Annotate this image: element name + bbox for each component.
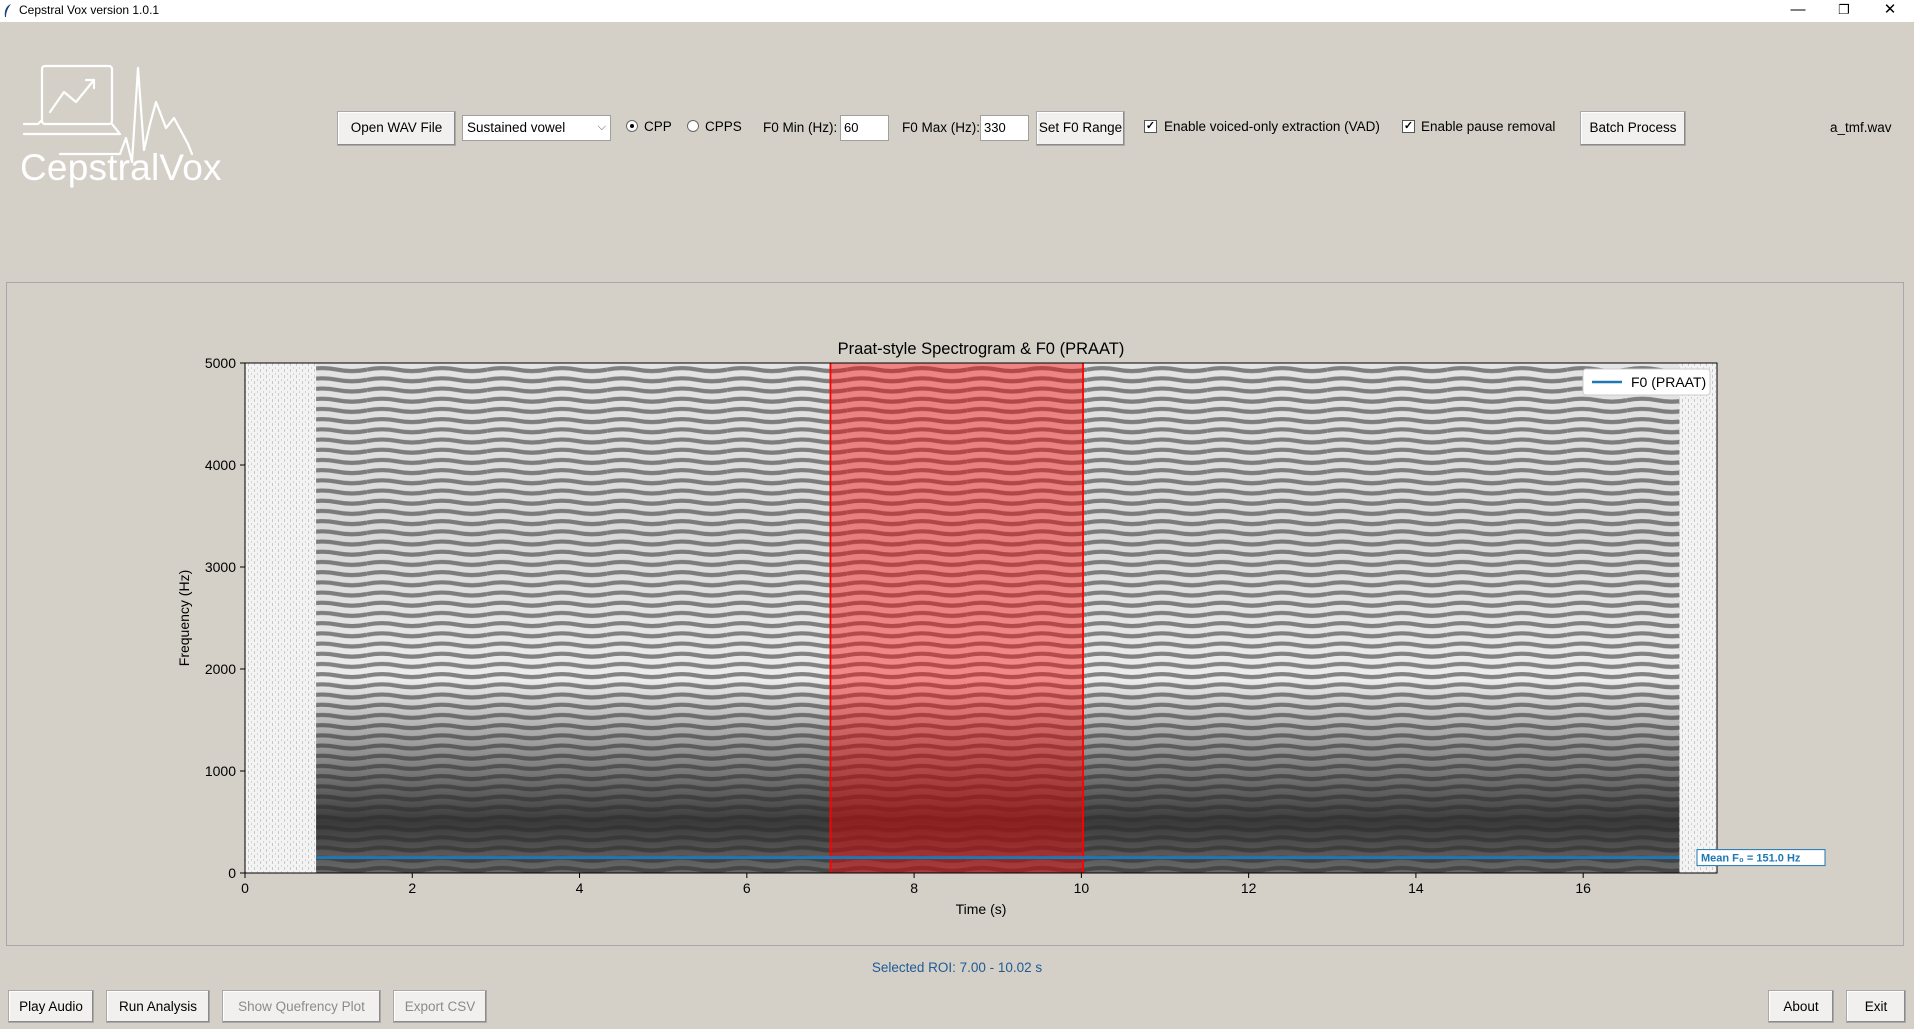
cpp-radio[interactable] — [626, 120, 638, 132]
task-select[interactable]: Sustained vowel ⌵ — [462, 115, 611, 141]
play-audio-button[interactable]: Play Audio — [8, 990, 94, 1023]
close-button[interactable]: ✕ — [1883, 1, 1897, 18]
x-tick-label: 14 — [1408, 880, 1424, 896]
task-select-value: Sustained vowel — [467, 120, 566, 135]
mean-f0-annotation: Mean F₀ = 151.0 Hz — [1701, 853, 1801, 865]
cpps-label: CPPS — [705, 119, 742, 134]
x-tick-label: 10 — [1074, 880, 1090, 896]
batch-process-button[interactable]: Batch Process — [1580, 111, 1686, 146]
f0-max-field[interactable]: 330 — [980, 115, 1029, 141]
roi-highlight — [830, 363, 1084, 873]
mean-f0-box — [1696, 849, 1826, 867]
exit-button[interactable]: Exit — [1846, 990, 1906, 1023]
selected-roi-status: Selected ROI: 7.00 - 10.02 s — [871, 960, 1043, 975]
x-tick-label: 16 — [1575, 880, 1591, 896]
vad-label: Enable voiced-only extraction (VAD) — [1164, 119, 1380, 134]
about-button[interactable]: About — [1768, 990, 1834, 1023]
x-tick-label: 8 — [910, 880, 918, 896]
plot-panel: 0 2 4 6 8 10 12 14 16 0 1000 2000 3000 4000 5000 Praat-… — [6, 282, 1904, 946]
minimize-button[interactable]: — — [1790, 1, 1806, 18]
cepstralvox-logo-icon — [22, 64, 194, 164]
show-quefrency-plot-button[interactable]: Show Quefrency Plot — [222, 990, 381, 1023]
f0-min-label: F0 Min (Hz): — [763, 120, 838, 135]
restore-button[interactable]: ❐ — [1838, 2, 1850, 17]
plot-frame — [244, 362, 1718, 874]
export-csv-button[interactable]: Export CSV — [393, 990, 487, 1023]
pause-removal-label: Enable pause removal — [1421, 119, 1556, 134]
logo-text: CepstralVox — [20, 147, 222, 188]
x-tick-label: 2 — [408, 880, 416, 896]
y-axis-label: Frequency (Hz) — [176, 570, 192, 666]
y-tick-label: 1000 — [205, 763, 236, 779]
open-wav-button[interactable]: Open WAV File — [337, 111, 456, 146]
x-axis-label: Time (s) — [956, 901, 1007, 917]
x-tick-label: 4 — [576, 880, 584, 896]
chart-legend: F0 (PRAAT) — [1582, 368, 1711, 396]
chevron-down-icon: ⌵ — [597, 121, 606, 133]
pause-removal-checkbox[interactable]: ✓ — [1402, 120, 1415, 133]
cpps-radio[interactable] — [687, 120, 699, 132]
filename-label: a_tmf.wav — [1830, 120, 1892, 135]
x-tick-label: 0 — [241, 880, 249, 896]
y-tick-label: 3000 — [205, 559, 236, 575]
spectrogram-harmonics — [316, 363, 1680, 873]
y-tick-label: 5000 — [205, 355, 236, 371]
window-title: Cepstral Vox version 1.0.1 — [19, 3, 160, 17]
set-f0-range-button[interactable]: Set F0 Range — [1036, 111, 1125, 146]
run-analysis-button[interactable]: Run Analysis — [106, 990, 210, 1023]
f0-max-label: F0 Max (Hz): — [902, 120, 981, 135]
y-tick-label: 0 — [228, 865, 236, 881]
title-bar: Cepstral Vox version 1.0.1 — ❐ ✕ — [0, 0, 1914, 22]
legend-box — [1582, 368, 1711, 396]
y-tick-label: 4000 — [205, 457, 236, 473]
f0-min-field[interactable]: 60 — [840, 115, 889, 141]
chart-title: Praat-style Spectrogram & F0 (PRAAT) — [838, 340, 1125, 358]
x-tick-label: 12 — [1241, 880, 1257, 896]
x-tick-label: 6 — [743, 880, 751, 896]
vad-checkbox[interactable]: ✓ — [1144, 120, 1157, 133]
cpp-label: CPP — [644, 119, 672, 134]
y-tick-label: 2000 — [205, 661, 236, 677]
legend-label: F0 (PRAAT) — [1631, 374, 1706, 390]
app-feather-icon — [4, 4, 11, 17]
spectrogram-chart[interactable]: 0 2 4 6 8 10 12 14 16 0 1000 2000 3000 4000 5000 Praat-… — [7, 283, 1903, 945]
